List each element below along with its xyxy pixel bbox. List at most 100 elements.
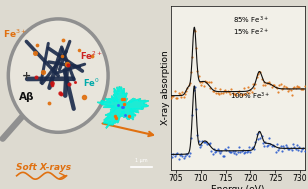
- Point: [216, 93, 221, 96]
- Point: [180, 154, 185, 157]
- Point: [224, 149, 229, 152]
- Point: [238, 151, 243, 154]
- Point: [194, 108, 199, 111]
- Point: [282, 147, 287, 150]
- Text: Fe$^{2+}$: Fe$^{2+}$: [80, 50, 103, 63]
- Point: [186, 84, 191, 87]
- Point: [268, 82, 273, 85]
- Point: [244, 150, 249, 153]
- Point: [181, 157, 186, 160]
- Point: [195, 133, 200, 136]
- Point: [244, 90, 249, 93]
- Point: [250, 146, 255, 149]
- Point: [248, 150, 253, 153]
- Point: [287, 88, 292, 91]
- Point: [188, 70, 193, 73]
- Point: [228, 93, 233, 96]
- Point: [215, 91, 220, 94]
- Point: [254, 133, 259, 136]
- Point: [209, 80, 214, 83]
- Point: [219, 92, 224, 95]
- Point: [200, 139, 205, 142]
- Point: [224, 90, 229, 93]
- Point: [276, 91, 281, 94]
- Point: [197, 81, 202, 84]
- Point: [215, 148, 220, 151]
- Point: [172, 154, 177, 157]
- Point: [287, 148, 292, 151]
- Point: [293, 86, 298, 89]
- Point: [195, 70, 200, 73]
- Point: [286, 147, 290, 150]
- Point: [184, 153, 188, 156]
- Point: [225, 146, 230, 149]
- Point: [196, 75, 201, 78]
- Point: [187, 151, 192, 154]
- Point: [255, 137, 260, 140]
- Point: [177, 153, 182, 156]
- Point: [205, 142, 210, 145]
- Point: [190, 114, 195, 117]
- Point: [268, 143, 273, 146]
- Point: [241, 152, 246, 155]
- Point: [291, 143, 296, 146]
- Point: [201, 140, 206, 143]
- Point: [168, 96, 173, 99]
- Point: [253, 140, 258, 143]
- Point: [229, 87, 234, 90]
- Point: [253, 83, 258, 86]
- Point: [179, 152, 184, 155]
- Point: [288, 88, 293, 91]
- Point: [235, 91, 240, 94]
- Point: [238, 93, 243, 96]
- Y-axis label: X-ray absorption: X-ray absorption: [160, 50, 169, 125]
- Point: [283, 143, 288, 146]
- Point: [261, 142, 265, 145]
- Point: [170, 155, 175, 158]
- Point: [201, 84, 206, 87]
- Point: [284, 146, 289, 149]
- Point: [214, 91, 219, 94]
- Point: [283, 86, 288, 89]
- Polygon shape: [97, 86, 149, 128]
- Point: [250, 83, 255, 86]
- Point: [279, 88, 284, 91]
- Point: [239, 149, 244, 152]
- Point: [208, 86, 213, 89]
- Text: Aβ: Aβ: [19, 92, 34, 102]
- Point: [220, 91, 225, 94]
- Point: [301, 88, 306, 91]
- Point: [288, 146, 293, 149]
- Point: [221, 89, 226, 92]
- Point: [281, 144, 286, 147]
- Point: [230, 150, 235, 153]
- Text: Fe$^{0}$: Fe$^{0}$: [83, 77, 100, 89]
- Point: [232, 151, 237, 154]
- Point: [296, 85, 301, 88]
- Point: [258, 136, 263, 139]
- Point: [228, 151, 233, 154]
- Polygon shape: [98, 87, 148, 128]
- Text: 85% Fe$^{3+}$: 85% Fe$^{3+}$: [233, 15, 269, 26]
- Point: [180, 90, 185, 93]
- Point: [249, 146, 254, 149]
- Point: [182, 92, 187, 95]
- Point: [263, 84, 268, 87]
- Point: [171, 94, 176, 97]
- Point: [257, 130, 261, 133]
- Point: [204, 140, 209, 143]
- Point: [258, 71, 263, 74]
- Point: [210, 152, 215, 155]
- Point: [294, 84, 299, 88]
- Point: [177, 93, 182, 96]
- Point: [194, 47, 199, 50]
- Point: [264, 81, 269, 84]
- Point: [214, 149, 219, 153]
- Point: [247, 91, 252, 94]
- Point: [247, 146, 252, 149]
- Point: [202, 140, 207, 143]
- Point: [296, 148, 301, 151]
- Point: [278, 145, 283, 148]
- Circle shape: [8, 19, 108, 132]
- Point: [211, 148, 216, 151]
